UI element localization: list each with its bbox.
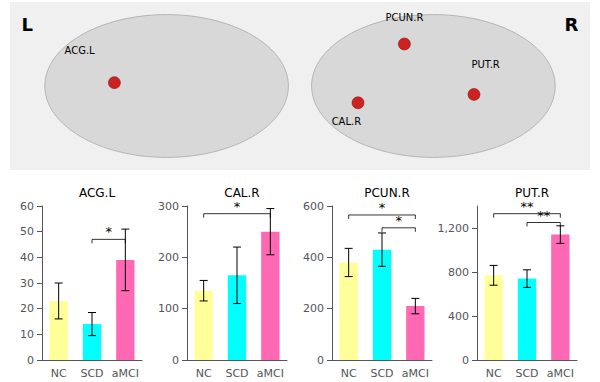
svg-text:*: * — [379, 200, 386, 215]
svg-text:NC: NC — [196, 367, 212, 380]
svg-text:**: ** — [537, 208, 551, 223]
svg-text:aMCI: aMCI — [257, 367, 284, 380]
svg-text:PUT.R: PUT.R — [471, 59, 499, 70]
svg-text:200: 200 — [158, 251, 179, 264]
svg-text:50: 50 — [20, 225, 34, 238]
svg-text:400: 400 — [303, 251, 324, 264]
svg-text:100: 100 — [158, 302, 179, 315]
svg-text:0: 0 — [317, 354, 324, 367]
svg-text:NC: NC — [51, 367, 67, 380]
svg-text:aMCI: aMCI — [402, 367, 429, 380]
svg-text:30: 30 — [20, 277, 34, 290]
svg-text:0: 0 — [462, 354, 469, 367]
svg-text:PCUN.R: PCUN.R — [364, 186, 410, 200]
svg-text:R: R — [565, 14, 579, 35]
svg-text:CAL.R: CAL.R — [224, 186, 259, 200]
svg-text:300: 300 — [158, 200, 179, 213]
svg-text:SCD: SCD — [80, 367, 103, 380]
svg-text:SCD: SCD — [515, 367, 538, 380]
svg-text:ACG.L: ACG.L — [65, 45, 96, 56]
svg-text:0: 0 — [172, 354, 179, 367]
svg-text:0: 0 — [27, 354, 34, 367]
svg-text:L: L — [22, 14, 33, 35]
svg-text:60: 60 — [20, 200, 34, 213]
svg-text:PUT.R: PUT.R — [515, 186, 549, 200]
svg-text:SCD: SCD — [370, 367, 393, 380]
svg-text:NC: NC — [486, 367, 502, 380]
svg-text:400: 400 — [448, 310, 469, 323]
svg-text:600: 600 — [303, 200, 324, 213]
svg-text:aMCI: aMCI — [547, 367, 574, 380]
svg-text:800: 800 — [448, 266, 469, 279]
svg-text:40: 40 — [20, 251, 34, 264]
svg-text:*: * — [395, 213, 402, 228]
svg-text:*: * — [105, 224, 112, 239]
svg-text:1,200: 1,200 — [438, 222, 470, 235]
svg-text:10: 10 — [20, 328, 34, 341]
svg-text:200: 200 — [303, 302, 324, 315]
svg-text:PCUN.R: PCUN.R — [385, 12, 423, 23]
svg-text:NC: NC — [341, 367, 357, 380]
svg-text:**: ** — [521, 199, 535, 214]
svg-text:*: * — [234, 199, 241, 214]
svg-text:20: 20 — [20, 302, 34, 315]
svg-text:CAL.R: CAL.R — [332, 116, 362, 127]
svg-text:aMCI: aMCI — [112, 367, 139, 380]
svg-text:ACG.L: ACG.L — [79, 186, 115, 200]
svg-text:SCD: SCD — [225, 367, 248, 380]
